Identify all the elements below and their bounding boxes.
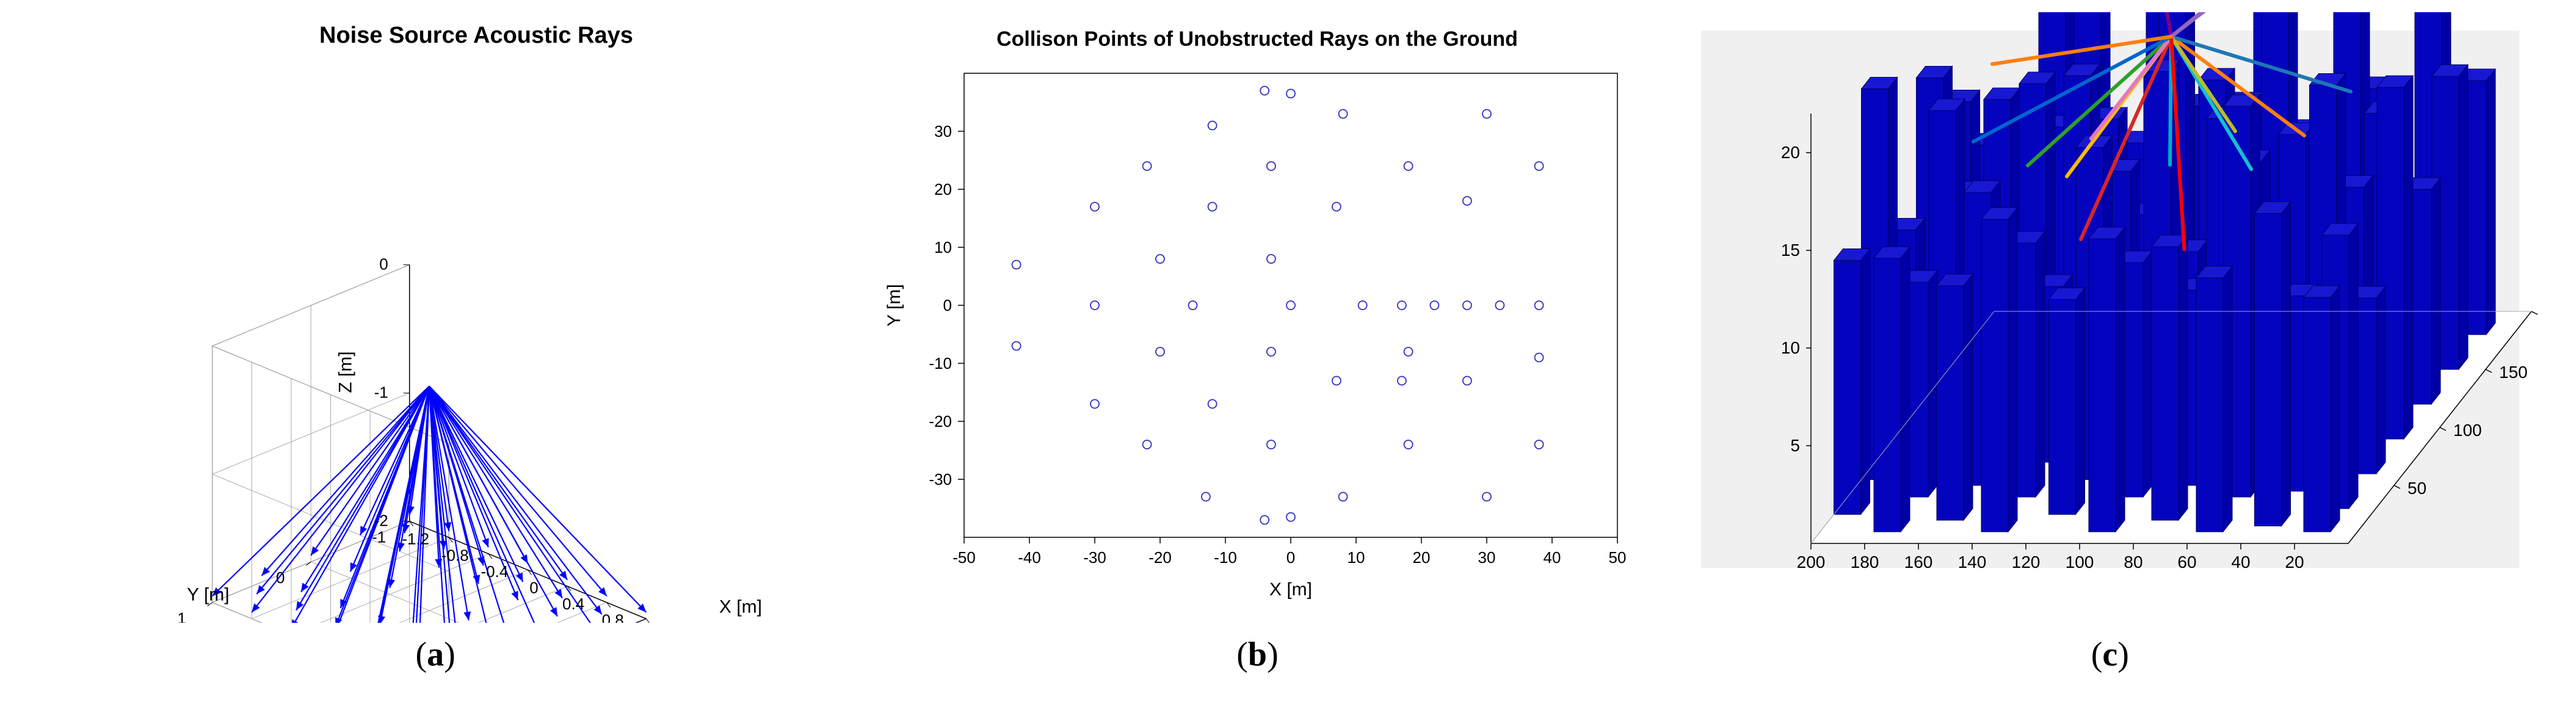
svg-text:60: 60 (2177, 553, 2196, 572)
svg-text:140: 140 (1957, 553, 1986, 572)
svg-text:120: 120 (2011, 553, 2040, 572)
svg-text:1: 1 (178, 609, 186, 623)
chart-a-acoustic-rays: Noise Source Acoustic Rays -1.2 -0.8 -0.4 0 0… (38, 12, 832, 623)
svg-text:0.8: 0.8 (602, 611, 624, 623)
svg-text:-0.4: -0.4 (481, 562, 509, 581)
svg-text:Z [m]: Z [m] (336, 351, 356, 393)
svg-text:10: 10 (935, 238, 952, 256)
svg-text:15: 15 (1781, 241, 1800, 259)
svg-text:0: 0 (943, 296, 952, 314)
svg-text:Y [m]: Y [m] (187, 585, 229, 605)
svg-text:X [m]: X [m] (719, 597, 762, 617)
svg-text:0: 0 (529, 579, 538, 597)
panel-c: 5 10 15 20 200 180 160 140 120 100 80 60 40 20 50 100 15… (1683, 12, 2538, 674)
svg-text:20: 20 (935, 180, 952, 198)
svg-text:40: 40 (2231, 553, 2250, 572)
svg-text:0: 0 (379, 255, 388, 274)
sublabel-b: (b) (1236, 635, 1278, 674)
figure-row: Noise Source Acoustic Rays -1.2 -0.8 -0.4 0 0… (0, 0, 2576, 704)
svg-text:10: 10 (1781, 338, 1800, 357)
svg-text:100: 100 (2453, 421, 2482, 440)
svg-text:100: 100 (2065, 553, 2094, 572)
svg-text:-1: -1 (372, 528, 386, 546)
svg-text:20: 20 (1781, 143, 1800, 162)
svg-text:-30: -30 (929, 470, 952, 488)
svg-text:-10: -10 (929, 354, 952, 372)
svg-text:0: 0 (1286, 548, 1295, 567)
svg-text:200: 200 (1796, 553, 1825, 572)
svg-text:20: 20 (1413, 548, 1431, 567)
svg-text:40: 40 (1544, 548, 1561, 567)
panel-a: Noise Source Acoustic Rays -1.2 -0.8 -0.4 0 0… (38, 12, 832, 674)
svg-text:Noise Source Acoustic Rays: Noise Source Acoustic Rays (319, 23, 633, 48)
svg-text:50: 50 (1609, 548, 1627, 567)
svg-text:-20: -20 (929, 412, 952, 430)
svg-text:-50: -50 (953, 548, 976, 567)
svg-text:-2: -2 (374, 512, 388, 530)
svg-text:-1.2: -1.2 (402, 530, 429, 548)
svg-text:0.4: 0.4 (562, 595, 584, 613)
svg-text:X [m]: X [m] (1269, 579, 1312, 600)
svg-text:30: 30 (935, 122, 952, 140)
svg-text:5: 5 (1790, 436, 1800, 455)
sublabel-a: (a) (416, 635, 455, 674)
svg-text:-10: -10 (1214, 548, 1238, 567)
svg-text:10: 10 (1348, 548, 1365, 567)
svg-text:Y [m]: Y [m] (884, 284, 904, 326)
svg-text:0: 0 (276, 568, 285, 587)
svg-text:-0.8: -0.8 (441, 546, 469, 564)
svg-text:160: 160 (1904, 553, 1932, 572)
svg-text:-1: -1 (374, 383, 388, 402)
svg-text:Collison Points of Unobstructe: Collison Points of Unobstructed Rays on … (997, 27, 1518, 51)
svg-text:150: 150 (2499, 363, 2528, 382)
svg-text:50: 50 (2407, 479, 2426, 498)
chart-b-collision-points: Collison Points of Unobstructed Rays on … (860, 12, 1654, 623)
svg-text:-30: -30 (1084, 548, 1107, 567)
svg-text:30: 30 (1478, 548, 1496, 567)
panel-b: Collison Points of Unobstructed Rays on … (860, 12, 1654, 674)
svg-text:180: 180 (1850, 553, 1879, 572)
svg-text:80: 80 (2124, 553, 2142, 572)
chart-c-cityscape-rays: 5 10 15 20 200 180 160 140 120 100 80 60 40 20 50 100 15… (1683, 12, 2538, 623)
sublabel-c: (c) (2091, 635, 2129, 674)
svg-text:-20: -20 (1149, 548, 1172, 567)
svg-text:20: 20 (2285, 553, 2304, 572)
svg-text:-40: -40 (1018, 548, 1042, 567)
